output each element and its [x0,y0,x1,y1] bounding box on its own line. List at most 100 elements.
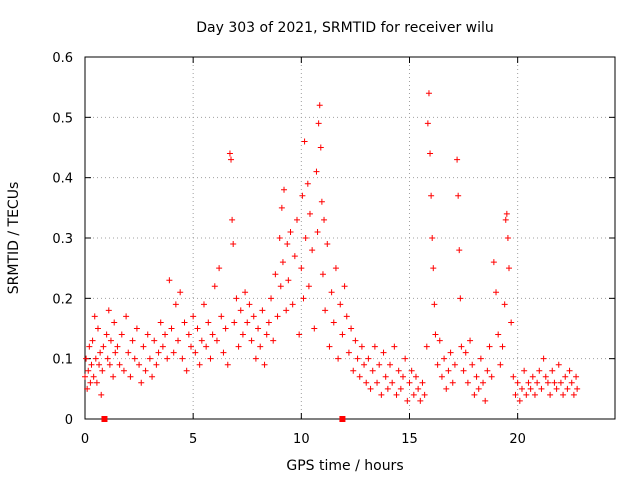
data-point [305,283,312,290]
data-point [343,313,350,320]
data-point [146,355,153,362]
y-axis-label: SRMTID / TECUs [6,182,22,295]
data-point [391,343,398,350]
data-point [553,385,560,392]
data-point [525,379,532,386]
data-point [250,313,257,320]
data-point [371,343,378,350]
data-point [118,331,125,338]
data-point [339,331,346,338]
data-point [562,373,569,380]
y-tick-label: 0.2 [52,292,73,307]
data-point [237,307,244,314]
data-point [239,331,246,338]
data-point [457,295,464,302]
data-point [527,385,534,392]
data-point [574,385,581,392]
data-point [100,343,107,350]
data-point [516,397,523,404]
data-point [429,235,436,241]
data-point [438,373,445,380]
data-point [475,385,482,392]
data-point [332,265,339,272]
data-point [140,343,147,350]
data-point [85,367,92,374]
data-point [363,379,370,386]
chart-title: Day 303 of 2021, SRMTID for receiver wil… [196,20,494,36]
data-point [99,367,106,374]
data-point [87,379,94,386]
data-point [354,355,361,362]
data-point [279,259,286,266]
data-point [96,361,103,368]
data-point [404,397,411,404]
data-point [471,391,478,398]
data-point [400,373,406,380]
data-point [190,313,197,320]
data-point [324,241,331,248]
data-point [287,228,294,235]
data-point [540,355,547,362]
data-point [387,361,394,368]
axis-marker [101,416,108,422]
data-point [455,192,462,199]
data-point [374,379,381,386]
data-point [436,337,443,344]
data-point [235,343,242,350]
data-point [129,337,136,344]
data-point [97,349,104,356]
x-axis-label: GPS time / hours [286,458,403,474]
data-point [451,361,458,368]
data-point [138,379,145,386]
data-point [408,367,415,374]
data-point [205,319,212,326]
data-point [83,355,90,362]
data-point [412,373,419,380]
data-point [348,325,355,332]
data-point [84,385,91,392]
data-point [285,277,292,284]
data-point [93,379,100,386]
data-point [151,337,158,344]
data-point [218,313,225,320]
data-point [376,361,383,368]
data-point [573,373,580,380]
data-point [518,385,525,392]
data-point [127,373,134,380]
data-point [406,379,413,386]
data-point [211,283,218,290]
data-point [328,289,335,296]
data-point [133,325,140,332]
data-point [315,120,322,127]
data-point [497,361,504,368]
data-point [335,355,342,362]
data-point [345,349,352,356]
data-point [183,367,190,374]
data-point [361,361,368,368]
data-point [514,379,521,386]
data-point [230,241,237,248]
data-point [456,247,463,254]
data-point [443,385,450,392]
data-point [175,337,182,344]
data-point [242,289,249,296]
data-point [319,271,326,278]
data-point [330,319,337,326]
data-point [157,319,164,326]
y-tick-label: 0.4 [52,172,73,187]
data-point [534,379,541,386]
y-tick-label: 0.5 [52,111,73,126]
data-point [427,150,434,157]
data-point [449,379,456,386]
data-point [298,265,305,272]
data-point [302,235,309,241]
data-point [502,216,509,223]
data-point [430,265,437,272]
data-point [98,391,105,398]
data-point [318,198,325,205]
data-point [490,259,497,266]
data-point [402,355,409,362]
data-point [454,156,461,163]
data-point [246,301,253,308]
